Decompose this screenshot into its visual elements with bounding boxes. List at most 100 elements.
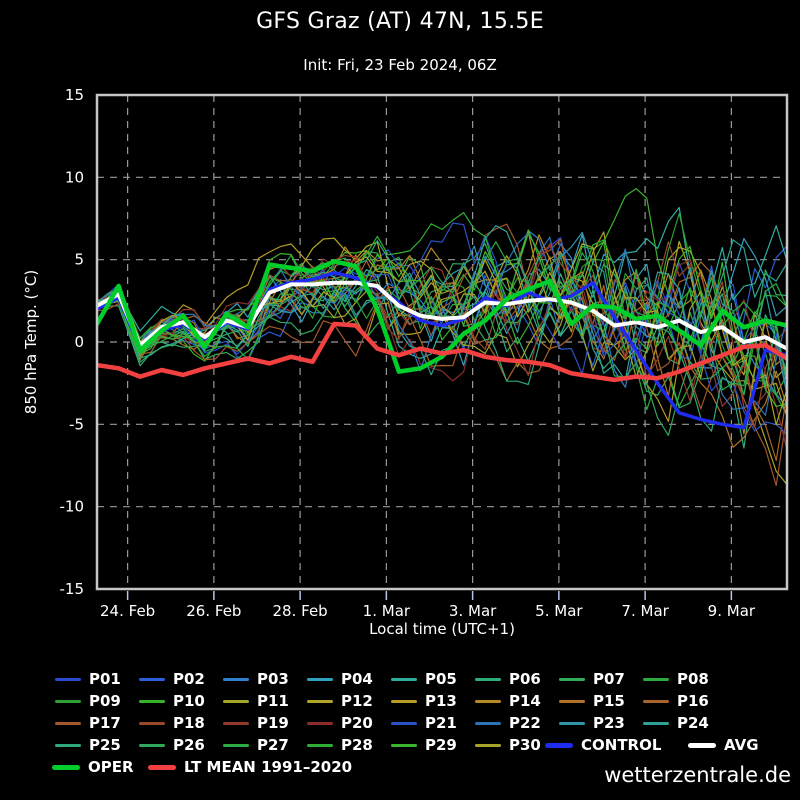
legend-swatch xyxy=(475,721,501,725)
legend-item-p19: P19 xyxy=(223,714,289,732)
legend-item-p05: P05 xyxy=(391,670,457,688)
legend-item-p22: P22 xyxy=(475,714,541,732)
member-line-p17 xyxy=(97,223,787,486)
legend-swatch xyxy=(475,677,501,681)
legend-label: P30 xyxy=(509,736,541,754)
y-tick-label: 15 xyxy=(65,86,84,104)
legend-label: P19 xyxy=(257,714,289,732)
legend-swatch xyxy=(52,764,80,770)
y-axis-title: 850 hPa Temp. (°C) xyxy=(22,270,40,414)
legend-swatch xyxy=(148,764,176,770)
x-tick-label: 3. Mar xyxy=(449,602,497,620)
x-axis-title: Local time (UTC+1) xyxy=(369,620,515,638)
legend-item-control: CONTROL xyxy=(545,736,661,754)
legend-label: P03 xyxy=(257,670,289,688)
legend-swatch xyxy=(307,699,333,703)
init-subtitle: Init: Fri, 23 Feb 2024, 06Z xyxy=(303,56,497,74)
legend-swatch xyxy=(307,677,333,681)
legend-item-oper: OPER xyxy=(52,758,134,776)
main-series-lines xyxy=(97,259,787,430)
gridlines: 15 10 5 0 -5 -10 -15 24. Feb 26. Feb 28. Feb 1. Ma… xyxy=(60,86,787,620)
legend-label: P12 xyxy=(341,692,373,710)
legend-swatch xyxy=(643,677,669,681)
x-tick-label: 26. Feb xyxy=(186,602,241,620)
legend-label: P25 xyxy=(89,736,121,754)
legend-item-p26: P26 xyxy=(139,736,205,754)
legend-label: P11 xyxy=(257,692,289,710)
series-line-lt-mean-1991-2020 xyxy=(97,321,787,383)
legend-swatch xyxy=(643,699,669,703)
legend-swatch xyxy=(55,743,81,747)
legend-item-p17: P17 xyxy=(55,714,121,732)
legend-swatch xyxy=(139,743,165,747)
legend: P01 P02 P03 P04 P05 P06 P07 P08 P09 P10 P11 P12 P13 P… xyxy=(0,668,800,780)
page-title: GFS Graz (AT) 47N, 15.5E xyxy=(256,9,544,34)
legend-item-avg: AVG xyxy=(688,736,759,754)
plot-frame xyxy=(95,93,789,591)
legend-item-p03: P03 xyxy=(223,670,289,688)
legend-swatch xyxy=(643,721,669,725)
legend-label: P22 xyxy=(509,714,541,732)
legend-item-p11: P11 xyxy=(223,692,289,710)
legend-label: P14 xyxy=(509,692,541,710)
legend-label: P13 xyxy=(425,692,457,710)
x-tick-label: 7. Mar xyxy=(621,602,669,620)
legend-label: P01 xyxy=(89,670,121,688)
y-tick-label: 0 xyxy=(74,333,84,351)
legend-label: AVG xyxy=(724,736,759,754)
x-tick-label: 9. Mar xyxy=(708,602,756,620)
y-tick-label: -15 xyxy=(60,580,85,598)
legend-item-p07: P07 xyxy=(559,670,625,688)
legend-item-p30: P30 xyxy=(475,736,541,754)
member-line-p28 xyxy=(97,212,787,360)
member-line-p12 xyxy=(97,237,787,385)
legend-swatch xyxy=(139,721,165,725)
legend-swatch xyxy=(391,721,417,725)
legend-label: P02 xyxy=(173,670,205,688)
legend-swatch xyxy=(223,721,249,725)
legend-swatch xyxy=(307,743,333,747)
legend-label: P28 xyxy=(341,736,373,754)
legend-swatch xyxy=(55,677,81,681)
legend-label: P05 xyxy=(425,670,457,688)
x-tick-label: 1. Mar xyxy=(363,602,411,620)
series-line-avg xyxy=(97,280,787,351)
legend-swatch xyxy=(391,677,417,681)
legend-swatch xyxy=(223,699,249,703)
legend-item-p13: P13 xyxy=(391,692,457,710)
legend-label: P06 xyxy=(509,670,541,688)
legend-label: P16 xyxy=(677,692,709,710)
legend-item-p12: P12 xyxy=(307,692,373,710)
legend-swatch xyxy=(307,721,333,725)
legend-swatch xyxy=(559,677,585,681)
legend-label: P20 xyxy=(341,714,373,732)
legend-item-p23: P23 xyxy=(559,714,625,732)
legend-item-p14: P14 xyxy=(475,692,541,710)
legend-label: P15 xyxy=(593,692,625,710)
legend-item-p06: P06 xyxy=(475,670,541,688)
legend-item-p25: P25 xyxy=(55,736,121,754)
x-tick-label: 24. Feb xyxy=(100,602,155,620)
y-tick-label: 5 xyxy=(74,251,84,269)
legend-swatch xyxy=(55,721,81,725)
legend-label: CONTROL xyxy=(581,736,662,754)
legend-swatch xyxy=(559,699,585,703)
legend-item-lt-mean-1991-2020: LT MEAN 1991–2020 xyxy=(148,758,352,776)
legend-item-p16: P16 xyxy=(643,692,709,710)
watermark: wetterzentrale.de xyxy=(604,763,791,787)
legend-item-p20: P20 xyxy=(307,714,373,732)
member-line-p07 xyxy=(97,243,787,409)
legend-swatch xyxy=(55,699,81,703)
legend-swatch xyxy=(475,743,501,747)
legend-item-p15: P15 xyxy=(559,692,625,710)
legend-label: LT MEAN 1991–2020 xyxy=(184,758,353,776)
legend-label: OPER xyxy=(88,758,134,776)
legend-label: P21 xyxy=(425,714,457,732)
legend-label: P23 xyxy=(593,714,625,732)
legend-item-p27: P27 xyxy=(223,736,289,754)
legend-swatch xyxy=(559,721,585,725)
member-line-p25 xyxy=(97,240,787,432)
y-tick-label: -5 xyxy=(69,415,84,433)
